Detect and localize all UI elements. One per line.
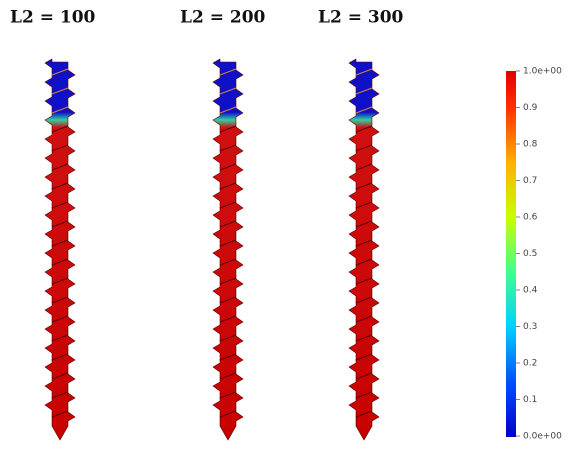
colorbar-label: 0.3 — [523, 322, 537, 332]
colorbar-label: 0.4 — [523, 286, 538, 296]
colorbar-label: 0.6 — [523, 213, 538, 223]
screw — [213, 59, 243, 440]
panel-label: L2 = 300 — [318, 8, 404, 28]
colorbar-label: 0.0e+00 — [523, 432, 562, 442]
page: L2 = 100 L2 = 200 L2 = 300 1.0e+00 0.9 0.8 0.7… — [0, 0, 581, 446]
colorbar-label: 0.1 — [523, 395, 537, 405]
colorbar-label: 0.9 — [523, 103, 538, 113]
screw-body — [45, 59, 75, 440]
colorbar-label: 0.7 — [523, 176, 537, 186]
screw-body — [213, 59, 243, 440]
colorbar-label: 0.2 — [523, 359, 537, 369]
panel-label: L2 = 100 — [10, 8, 96, 28]
colorbar-label: 1.0e+00 — [523, 67, 562, 77]
colorbar — [506, 71, 516, 437]
screw-body — [349, 59, 379, 440]
figure: L2 = 100 L2 = 200 L2 = 300 1.0e+00 0.9 0.8 0.7… — [0, 0, 581, 446]
colorbar-label: 0.8 — [523, 140, 538, 150]
screw — [45, 59, 75, 440]
panel-label: L2 = 200 — [180, 8, 266, 28]
colorbar-label: 0.5 — [523, 249, 537, 259]
screw — [349, 59, 379, 440]
